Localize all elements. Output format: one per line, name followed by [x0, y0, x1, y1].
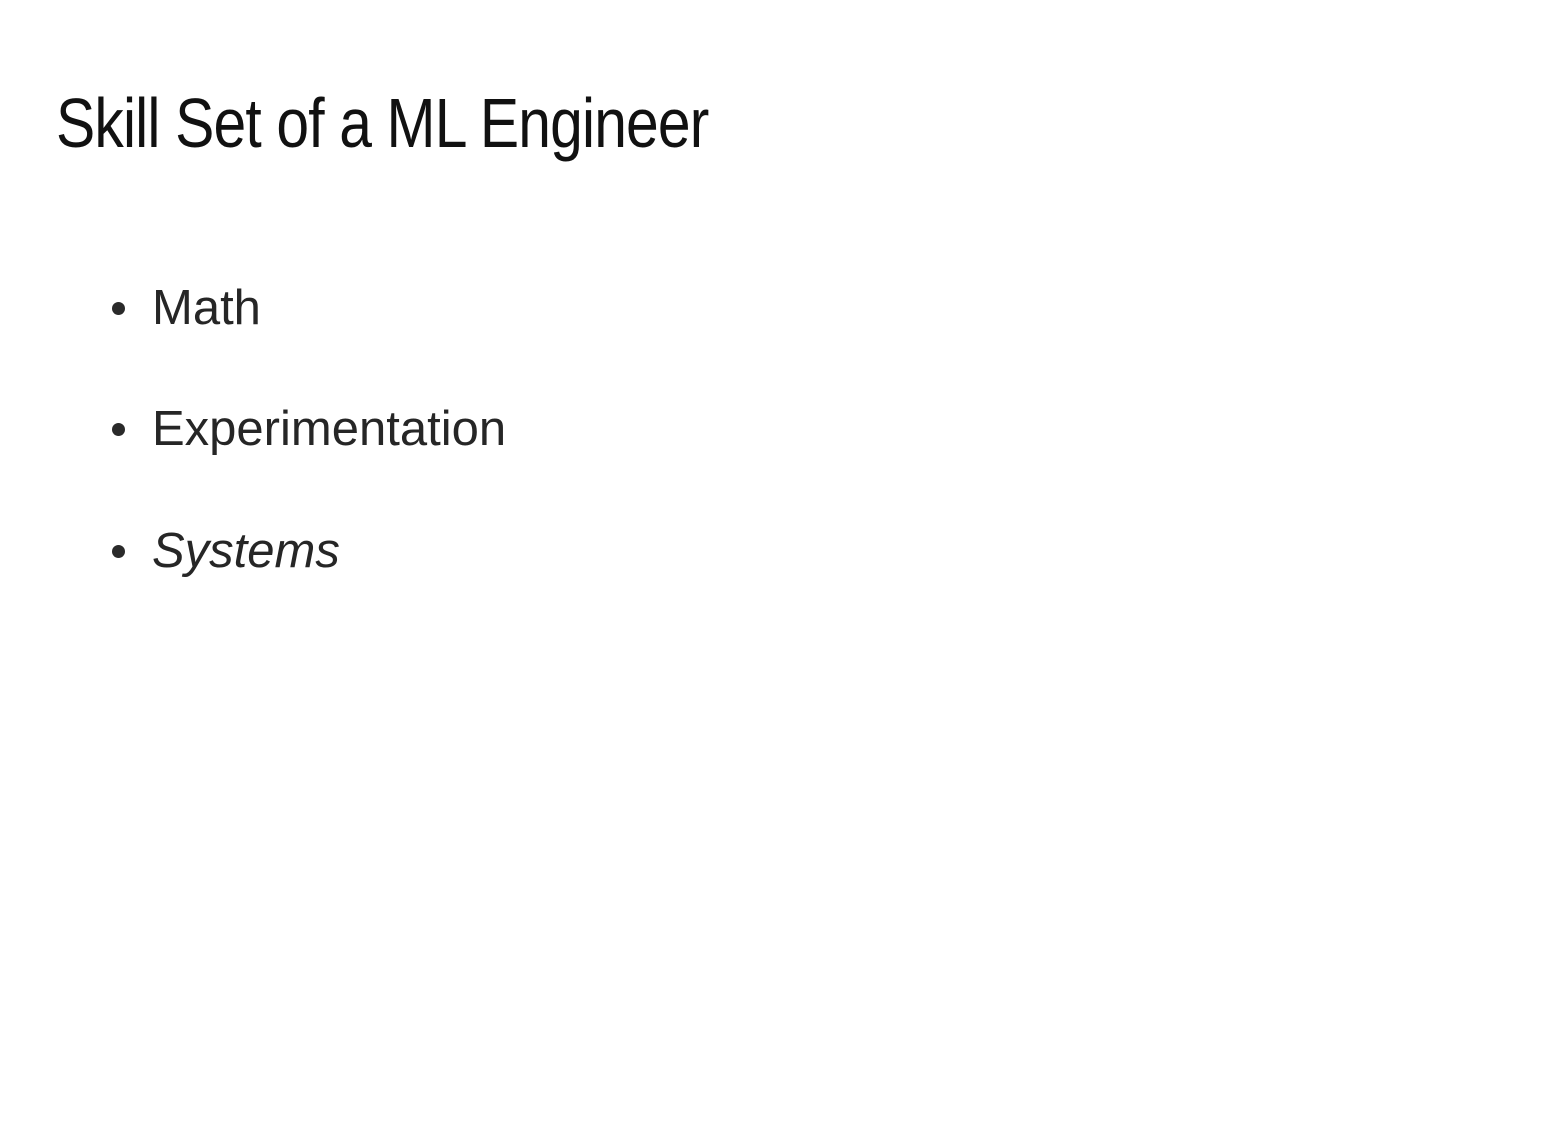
slide-title: Skill Set of a ML Engineer — [56, 84, 709, 162]
bullet-text: Math — [152, 281, 261, 335]
bullet-text: Experimentation — [152, 402, 507, 456]
bullet-text: Systems — [152, 524, 340, 578]
bullet-dot-icon — [112, 302, 125, 315]
bullet-dot-icon — [112, 545, 125, 558]
bullet-dot-icon — [112, 423, 125, 436]
